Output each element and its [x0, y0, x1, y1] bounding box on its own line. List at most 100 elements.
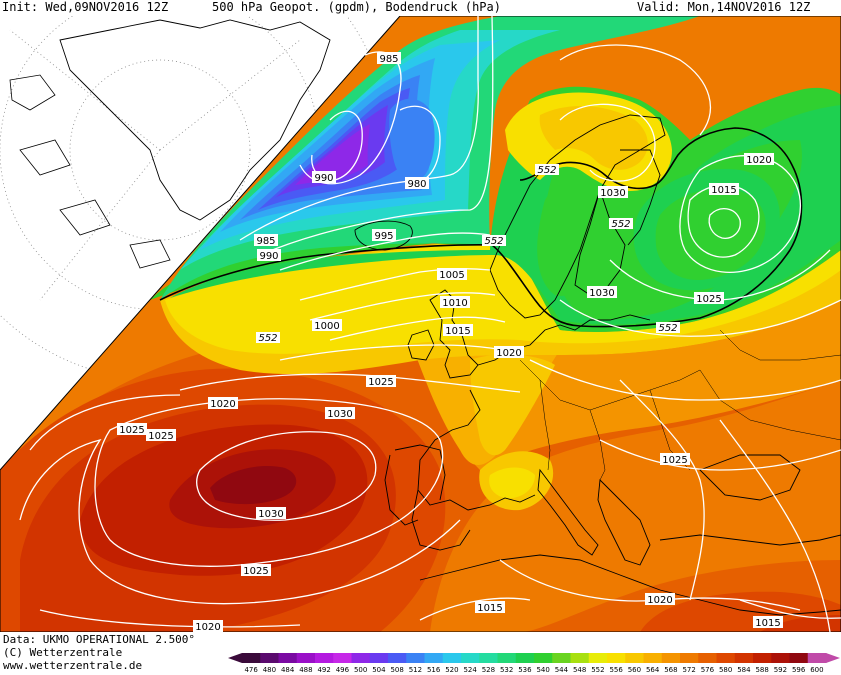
colorbar-swatch [570, 653, 590, 663]
label-552-center: 552 [482, 235, 506, 247]
label-1015-se: 1015 [753, 616, 783, 629]
domain-border [0, 16, 841, 632]
colorbar-swatch [296, 653, 316, 663]
colorbar-tick-label: 476 [244, 666, 258, 674]
colorbar-tick-label: 556 [609, 666, 623, 674]
colorbar-tick-label: 588 [755, 666, 768, 674]
colorbar-swatch [643, 653, 663, 663]
svg-text:985: 985 [256, 236, 275, 247]
colorbar-swatch [333, 653, 352, 663]
geopot-labels: 552 552 552 552 552 [256, 164, 680, 344]
label-1020-med: 1020 [645, 593, 675, 606]
svg-text:1025: 1025 [696, 294, 721, 305]
colorbar-tick-label: 584 [737, 666, 751, 674]
svg-text:1030: 1030 [258, 509, 283, 520]
label-1005: 1005 [437, 268, 467, 281]
label-552-west: 552 [256, 332, 280, 344]
colorbar-tick-label: 520 [445, 666, 458, 674]
colorbar-swatch [771, 653, 790, 663]
colorbar-swatch [369, 653, 389, 663]
svg-text:1025: 1025 [243, 566, 268, 577]
svg-text:985: 985 [379, 54, 398, 65]
colorbar-tick-label: 600 [810, 666, 823, 674]
svg-text:552: 552 [258, 333, 277, 344]
colorbar-tick-label: 480 [263, 666, 276, 674]
svg-text:1025: 1025 [148, 431, 173, 442]
init-time: Init: Wed,09NOV2016 12Z [2, 0, 169, 14]
colorbar-swatch [716, 653, 736, 663]
colorbar-swatch [315, 653, 334, 663]
data-source: Data: UKMO OPERATIONAL 2.500° [3, 633, 196, 646]
colorbar-swatch [807, 653, 827, 663]
colorbar-swatch [260, 653, 279, 663]
colorbar-swatch [534, 653, 553, 663]
label-985-left: 985 [254, 234, 278, 247]
svg-text:1015: 1015 [755, 618, 780, 629]
colorbar-tick-label: 560 [628, 666, 641, 674]
colorbar-swatch [442, 653, 462, 663]
colorbar-tick-label: 544 [555, 666, 569, 674]
colorbar-swatch [351, 653, 371, 663]
colorbar-tick-label: 540 [536, 666, 549, 674]
colorbar-swatch [552, 653, 571, 663]
colorbar: 476 480 484 488 492 496 500 504 508 512 516 520 524 5… [228, 653, 840, 674]
svg-text:1025: 1025 [368, 377, 393, 388]
colorbar-swatch [278, 653, 298, 663]
colorbar-swatch [680, 653, 699, 663]
colorbar-tick-label: 524 [463, 666, 477, 674]
colorbar-tick-label: 504 [372, 666, 386, 674]
label-1025-e: 1025 [694, 292, 724, 305]
svg-text:1030: 1030 [600, 188, 625, 199]
map-footer: Data: UKMO OPERATIONAL 2.500° (C) Wetter… [0, 632, 841, 675]
label-980: 980 [405, 177, 429, 190]
colorbar-swatch [388, 653, 407, 663]
colorbar-tick-label: 512 [409, 666, 422, 674]
label-990-a: 990 [312, 171, 336, 184]
colorbar-swatch [479, 653, 498, 663]
colorbar-tick-label: 596 [792, 666, 806, 674]
colorbar-swatch [461, 653, 480, 663]
svg-text:1020: 1020 [647, 595, 672, 606]
svg-text:1015: 1015 [445, 326, 470, 337]
colorbar-tick-label: 564 [646, 666, 660, 674]
colorbar-tick-label: 572 [682, 666, 695, 674]
svg-text:1005: 1005 [439, 270, 464, 281]
svg-text:1025: 1025 [662, 455, 687, 466]
label-552-east: 552 [609, 218, 633, 230]
label-1020-atl: 1020 [208, 397, 238, 410]
label-995: 995 [372, 229, 396, 242]
label-552-se: 552 [656, 322, 680, 334]
colorbar-tick-label: 532 [500, 666, 513, 674]
label-1030-scand: 1030 [598, 186, 628, 199]
label-1015-e: 1015 [709, 183, 739, 196]
colorbar-swatch [789, 653, 809, 663]
colorbar-swatch [515, 653, 535, 663]
label-1020-e: 1020 [744, 153, 774, 166]
colorbar-swatch [424, 653, 444, 663]
label-1015-uk: 1015 [443, 324, 473, 337]
label-1020-s: 1020 [193, 620, 223, 632]
label-1010: 1010 [440, 296, 470, 309]
colorbar-tick-label: 516 [427, 666, 441, 674]
label-1025-balk: 1025 [660, 453, 690, 466]
colorbar-tick-label: 592 [774, 666, 787, 674]
svg-text:980: 980 [407, 179, 426, 190]
colorbar-tick-label: 548 [573, 666, 586, 674]
svg-text:1000: 1000 [314, 321, 339, 332]
label-1030-high: 1030 [325, 407, 355, 420]
label-985-top: 985 [377, 52, 401, 65]
svg-text:1015: 1015 [477, 603, 502, 614]
label-1030-low: 1030 [256, 507, 286, 520]
colorbar-tick-label: 580 [719, 666, 732, 674]
label-1025-s: 1025 [241, 564, 271, 577]
isobar-labels: 985 990 980 985 990 995 1005 1010 1015 1… [117, 52, 783, 632]
website: www.wetterzentrale.de [3, 659, 143, 672]
colorbar-swatch [242, 653, 261, 663]
svg-text:1015: 1015 [711, 185, 736, 196]
colorbar-tick-label: 484 [281, 666, 295, 674]
svg-text:990: 990 [259, 251, 278, 262]
colorbar-swatch [497, 653, 517, 663]
geopotential-552-contour [159, 127, 803, 328]
svg-text:552: 552 [611, 219, 630, 230]
colorbar-tick-label: 576 [701, 666, 715, 674]
